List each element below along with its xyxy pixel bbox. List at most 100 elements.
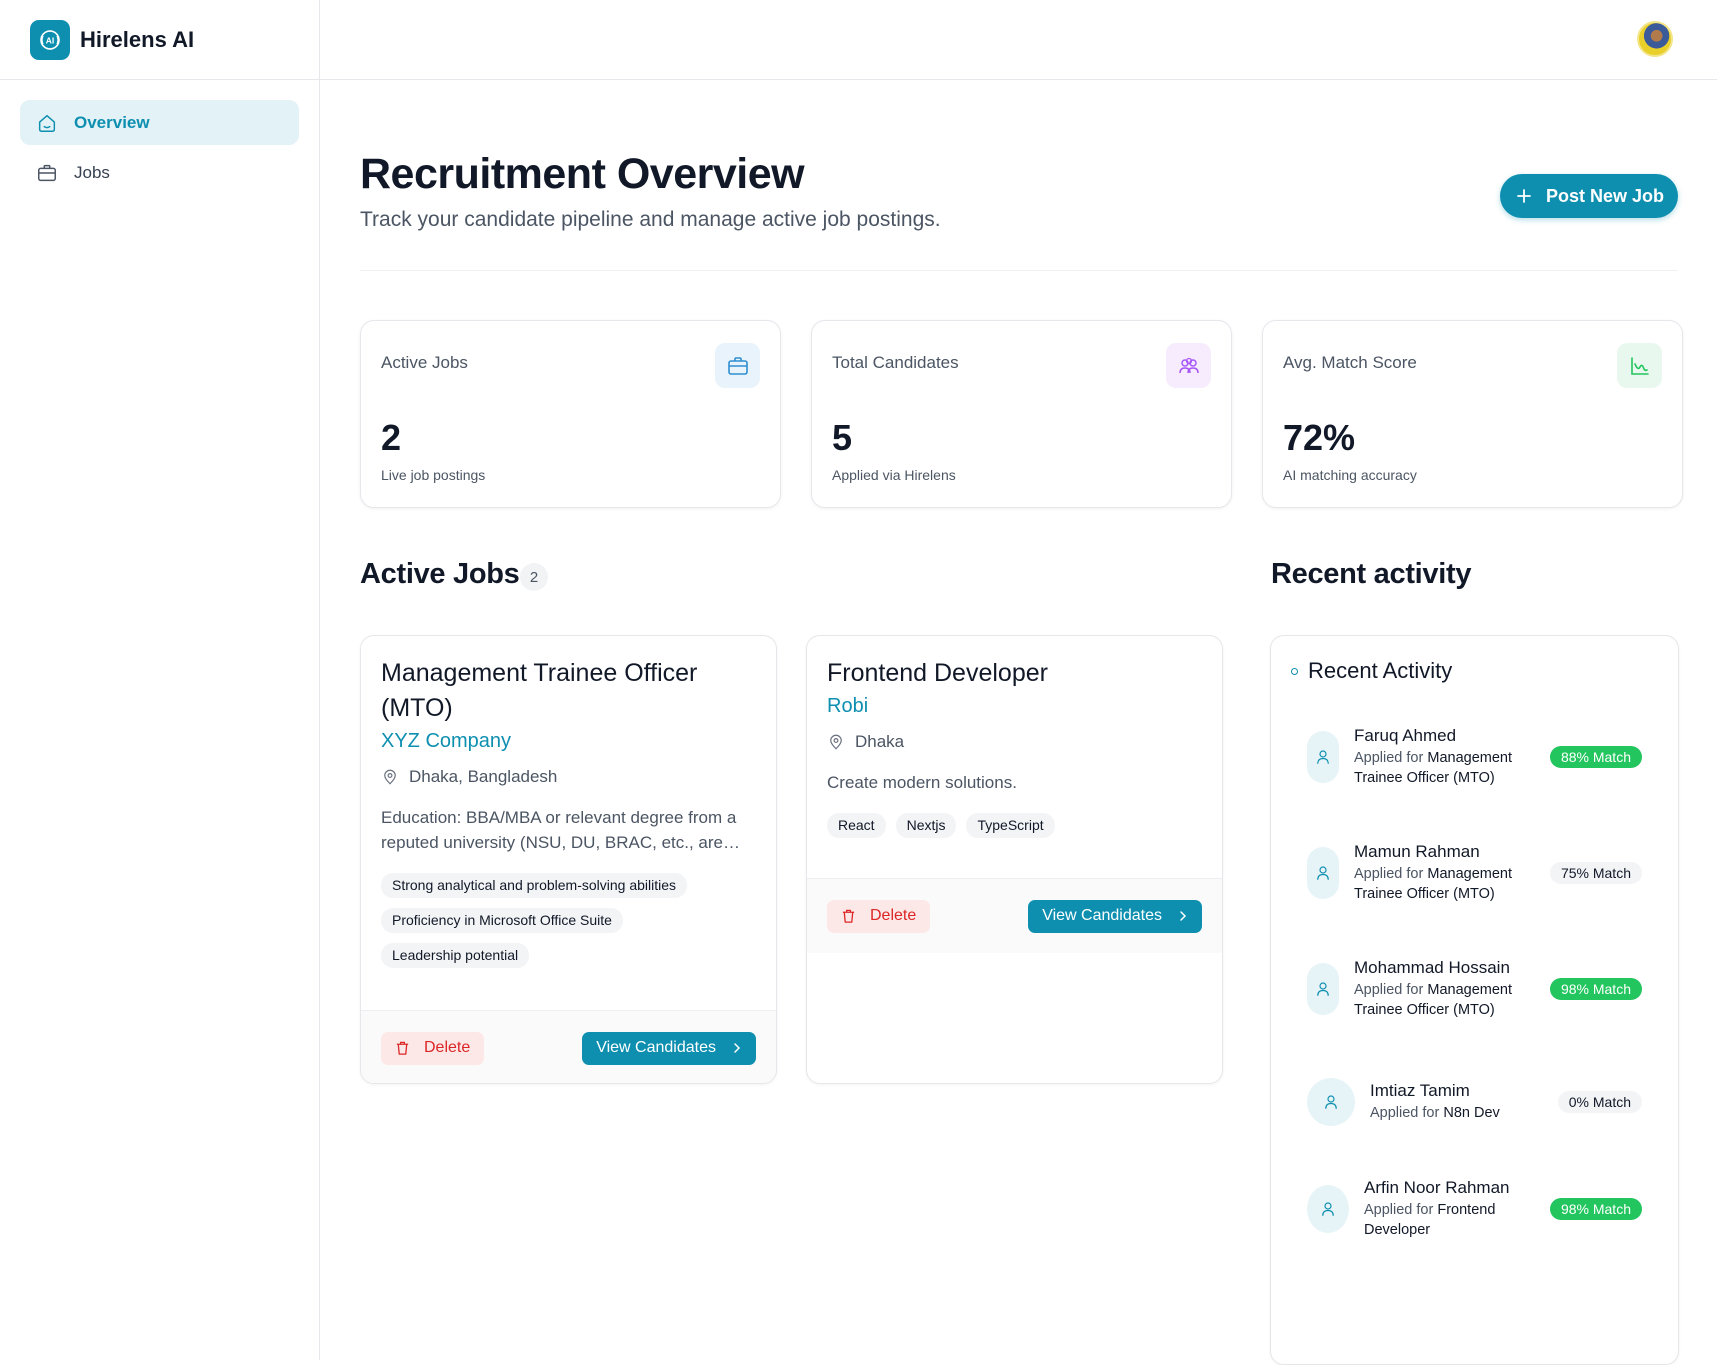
sidebar-nav: Overview Jobs bbox=[0, 80, 319, 215]
match-badge: 75% Match bbox=[1549, 862, 1642, 884]
recent-activity-header: Recent Activity bbox=[1291, 658, 1452, 684]
user-icon bbox=[1307, 1185, 1349, 1233]
sidebar-item-label: Overview bbox=[74, 112, 150, 132]
delete-label: Delete bbox=[870, 907, 917, 924]
activity-dot-icon bbox=[1291, 667, 1298, 675]
brand-name: Hirelens AI bbox=[80, 26, 195, 52]
candidate-name: Mohammad Hossain bbox=[1354, 958, 1510, 977]
recent-activity-card-title: Recent Activity bbox=[1308, 658, 1453, 683]
activity-item[interactable]: Imtiaz Tamim Applied for N8n Dev 0% Matc… bbox=[1307, 1078, 1642, 1126]
job-card-footer: Delete View Candidates bbox=[361, 1010, 776, 1083]
job-location: Dhaka bbox=[827, 732, 1202, 752]
match-badge: 98% Match bbox=[1549, 1198, 1642, 1220]
activity-item[interactable]: Mohammad Hossain Applied for Management … bbox=[1307, 958, 1642, 1020]
brand[interactable]: AI Hirelens AI bbox=[0, 0, 319, 80]
user-icon bbox=[1307, 731, 1339, 783]
candidate-applied-for: Applied for Management Trainee Officer (… bbox=[1354, 980, 1550, 1020]
user-icon bbox=[1307, 963, 1339, 1015]
candidate-name: Mamun Rahman bbox=[1354, 842, 1480, 861]
chevron-right-icon bbox=[734, 1043, 741, 1053]
brain-logo-icon: AI bbox=[30, 19, 70, 60]
applied-prefix: Applied for bbox=[1354, 982, 1424, 998]
user-icon bbox=[1307, 847, 1339, 899]
page-title: Recruitment Overview bbox=[360, 150, 805, 198]
chevron-right-icon bbox=[1180, 911, 1187, 921]
job-tag: React bbox=[827, 813, 886, 838]
users-icon bbox=[1166, 343, 1211, 388]
stat-value: 72% bbox=[1283, 417, 1356, 458]
job-card-footer: Delete View Candidates bbox=[807, 878, 1222, 953]
job-company[interactable]: Robi bbox=[827, 695, 869, 717]
recent-activity-card: Recent Activity Faruq Ahmed Applied for … bbox=[1270, 635, 1679, 1365]
stat-caption: Live job postings bbox=[381, 467, 486, 483]
briefcase-icon bbox=[715, 343, 760, 388]
applied-job: Management Trainee Officer (MTO) bbox=[1354, 982, 1512, 1018]
job-tags: Strong analytical and problem-solving ab… bbox=[381, 873, 756, 968]
activity-item[interactable]: Faruq Ahmed Applied for Management Train… bbox=[1307, 726, 1642, 788]
stat-label: Active Jobs bbox=[381, 353, 468, 372]
applied-prefix: Applied for bbox=[1354, 866, 1424, 882]
map-pin-icon bbox=[384, 769, 396, 785]
applied-job: N8n Dev bbox=[1443, 1105, 1500, 1121]
stat-caption: AI matching accuracy bbox=[1283, 467, 1417, 483]
job-tag: Nextjs bbox=[895, 813, 957, 838]
applied-job: Frontend Developer bbox=[1364, 1202, 1496, 1238]
stat-card-active-jobs: Active Jobs 2 Live job postings bbox=[360, 320, 781, 508]
map-pin-icon bbox=[830, 734, 842, 750]
applied-prefix: Applied for bbox=[1370, 1105, 1440, 1121]
candidate-applied-for: Applied for Frontend Developer bbox=[1364, 1200, 1550, 1240]
delete-button[interactable]: Delete bbox=[381, 1031, 485, 1065]
job-card[interactable]: Management Trainee Officer (MTO) XYZ Com… bbox=[360, 635, 777, 1084]
chart-line-icon bbox=[1617, 343, 1662, 388]
recent-activity-title: Recent activity bbox=[1271, 558, 1472, 590]
candidate-applied-for: Applied for N8n Dev bbox=[1370, 1103, 1558, 1123]
candidate-applied-for: Applied for Management Trainee Officer (… bbox=[1354, 864, 1550, 904]
candidate-name: Arfin Noor Rahman bbox=[1364, 1178, 1510, 1197]
active-jobs-title: Active Jobs bbox=[360, 558, 520, 590]
user-avatar[interactable] bbox=[1637, 21, 1673, 57]
job-location-text: Dhaka bbox=[855, 732, 905, 751]
page-subtitle: Track your candidate pipeline and manage… bbox=[360, 208, 941, 231]
candidate-name: Imtiaz Tamim bbox=[1370, 1081, 1470, 1100]
svg-text:AI: AI bbox=[46, 35, 55, 45]
trash-icon bbox=[842, 909, 855, 923]
job-location: Dhaka, Bangladesh bbox=[381, 767, 756, 787]
header-divider bbox=[360, 270, 1678, 271]
job-title: Management Trainee Officer (MTO) bbox=[381, 659, 698, 722]
active-jobs-count-badge: 2 bbox=[520, 563, 548, 591]
delete-button[interactable]: Delete bbox=[827, 899, 931, 933]
home-icon bbox=[38, 114, 56, 132]
user-icon bbox=[1307, 1078, 1355, 1126]
view-candidates-button[interactable]: View Candidates bbox=[1028, 899, 1202, 933]
sidebar-item-overview[interactable]: Overview bbox=[20, 100, 299, 145]
activity-item[interactable]: Arfin Noor Rahman Applied for Frontend D… bbox=[1307, 1178, 1642, 1240]
job-tag: TypeScript bbox=[966, 813, 1055, 838]
stat-value: 2 bbox=[381, 417, 402, 458]
job-description: Create modern solutions. bbox=[827, 773, 1017, 792]
candidate-name: Faruq Ahmed bbox=[1354, 726, 1457, 745]
job-tag: Strong analytical and problem-solving ab… bbox=[381, 873, 688, 898]
briefcase-icon bbox=[38, 164, 56, 181]
view-candidates-label: View Candidates bbox=[1042, 907, 1162, 924]
job-card[interactable]: Frontend Developer Robi Dhaka Create mod… bbox=[806, 635, 1223, 1084]
job-description: Education: BBA/MBA or relevant degree fr… bbox=[381, 808, 741, 852]
applied-prefix: Applied for bbox=[1364, 1202, 1434, 1218]
activity-item[interactable]: Mamun Rahman Applied for Management Trai… bbox=[1307, 842, 1642, 904]
match-badge: 0% Match bbox=[1557, 1091, 1642, 1113]
job-company[interactable]: XYZ Company bbox=[381, 730, 512, 752]
view-candidates-button[interactable]: View Candidates bbox=[582, 1031, 756, 1065]
job-location-text: Dhaka, Bangladesh bbox=[409, 767, 558, 786]
sidebar: AI Hirelens AI Overview Jobs bbox=[0, 0, 320, 1360]
stat-value: 5 bbox=[832, 417, 853, 458]
candidate-applied-for: Applied for Management Trainee Officer (… bbox=[1354, 748, 1550, 788]
post-new-job-button[interactable]: Post New Job bbox=[1499, 174, 1678, 218]
job-tag: Proficiency in Microsoft Office Suite bbox=[381, 908, 623, 933]
stat-card-total-candidates: Total Candidates 5 Applied via Hirelens bbox=[811, 320, 1232, 508]
applied-job: Management Trainee Officer (MTO) bbox=[1354, 866, 1512, 902]
match-badge: 98% Match bbox=[1549, 978, 1642, 1000]
job-tag: Leadership potential bbox=[381, 943, 530, 968]
job-title: Frontend Developer bbox=[827, 659, 1048, 687]
stat-label: Total Candidates bbox=[832, 353, 959, 372]
topbar bbox=[320, 0, 1717, 80]
sidebar-item-jobs[interactable]: Jobs bbox=[20, 150, 299, 195]
